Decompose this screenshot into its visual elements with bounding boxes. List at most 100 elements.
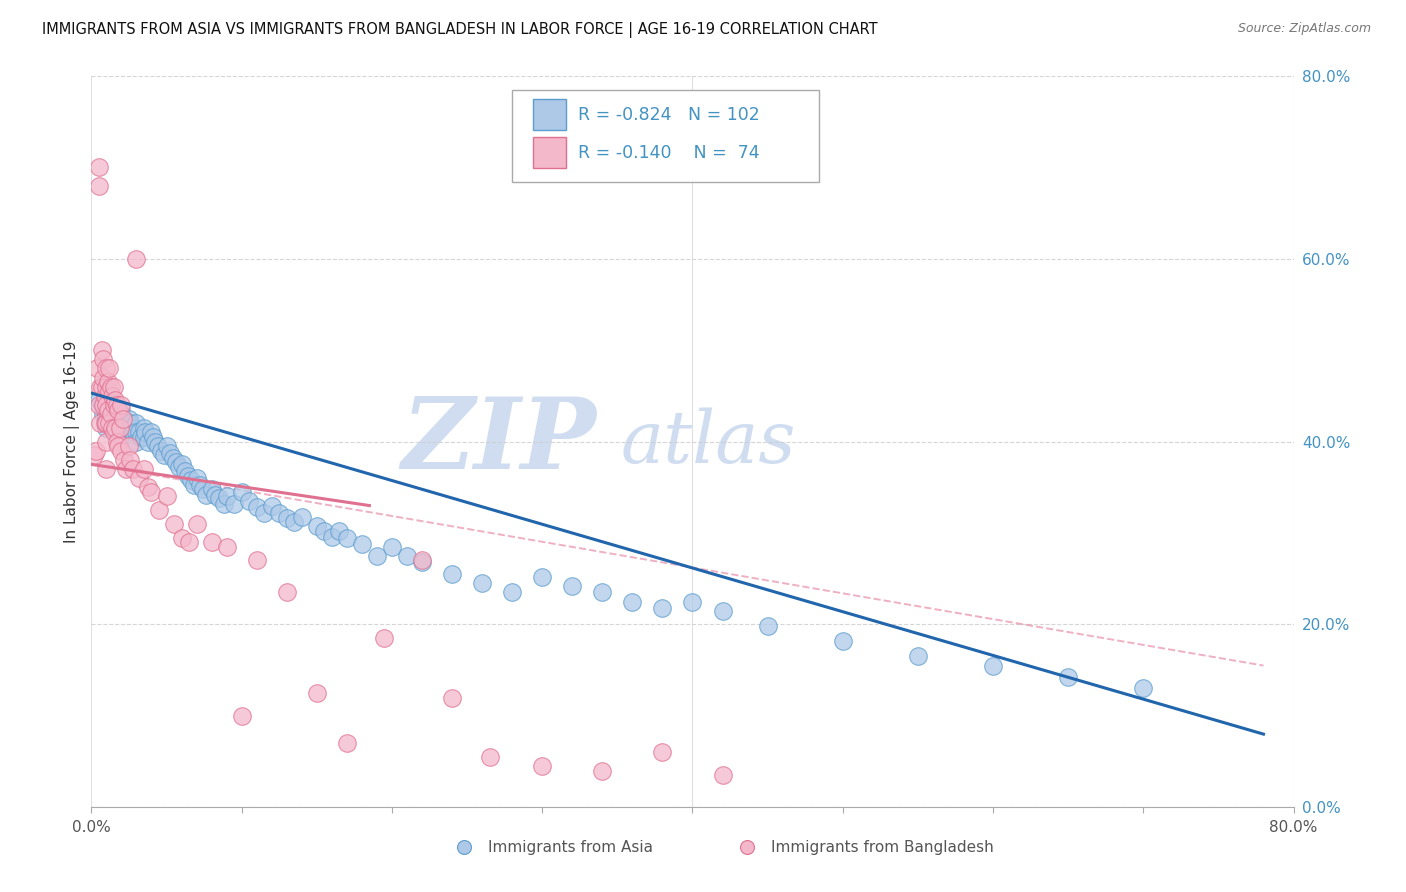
Point <box>97 402 120 417</box>
Point <box>98 384 121 399</box>
Point <box>103 398 125 412</box>
Point <box>96 462 118 476</box>
Point <box>591 585 613 599</box>
Point <box>180 473 202 487</box>
Point <box>373 631 395 645</box>
Point <box>283 515 305 529</box>
Point <box>103 425 125 440</box>
Text: atlas: atlas <box>620 408 796 478</box>
Point <box>138 480 160 494</box>
Point <box>177 535 200 549</box>
Point <box>238 494 260 508</box>
Point <box>336 736 359 750</box>
Point <box>621 594 644 608</box>
Point <box>108 421 131 435</box>
Point <box>93 352 115 367</box>
Point <box>231 708 253 723</box>
Point <box>186 516 208 531</box>
Point <box>381 540 404 554</box>
Point <box>115 421 138 435</box>
Point <box>167 460 190 475</box>
Point <box>94 402 117 417</box>
Point <box>86 361 108 376</box>
Point <box>591 764 613 778</box>
Point <box>1132 681 1154 696</box>
Point <box>183 478 205 492</box>
Point <box>100 407 122 421</box>
Point <box>162 450 184 465</box>
Point <box>155 489 177 503</box>
Point <box>114 453 136 467</box>
Point <box>103 380 125 394</box>
FancyBboxPatch shape <box>512 90 818 182</box>
Point <box>132 430 155 444</box>
Point <box>350 537 373 551</box>
Point <box>115 462 138 476</box>
Point <box>110 407 132 421</box>
Point <box>170 531 193 545</box>
Point <box>756 619 779 633</box>
Point <box>90 343 112 358</box>
Point <box>128 471 150 485</box>
Text: R = -0.824   N = 102: R = -0.824 N = 102 <box>578 105 761 124</box>
Point <box>96 416 118 431</box>
Point <box>98 361 121 376</box>
Point <box>132 462 155 476</box>
Point <box>146 439 169 453</box>
Point <box>107 402 129 417</box>
Point <box>276 511 298 525</box>
Point <box>170 458 193 472</box>
Bar <box>533 137 567 168</box>
Text: IMMIGRANTS FROM ASIA VS IMMIGRANTS FROM BANGLADESH IN LABOR FORCE | AGE 16-19 CO: IMMIGRANTS FROM ASIA VS IMMIGRANTS FROM … <box>42 22 877 38</box>
Point <box>336 531 359 545</box>
Point <box>141 425 163 440</box>
Point <box>125 425 148 440</box>
Point <box>208 491 231 506</box>
Point <box>87 398 110 412</box>
Point <box>471 576 494 591</box>
Point <box>191 482 214 496</box>
Point <box>87 161 110 175</box>
Point <box>83 448 105 462</box>
Point <box>98 398 121 412</box>
Point <box>118 411 141 425</box>
Point <box>96 398 118 412</box>
Point <box>89 380 111 394</box>
Point <box>94 416 117 431</box>
Point <box>125 416 148 431</box>
Point <box>531 759 554 773</box>
Point <box>215 489 238 503</box>
Point <box>163 516 186 531</box>
Text: R = -0.140    N =  74: R = -0.140 N = 74 <box>578 144 759 161</box>
Point <box>89 416 111 431</box>
Y-axis label: In Labor Force | Age 16-19: In Labor Force | Age 16-19 <box>65 340 80 543</box>
Point <box>98 402 121 417</box>
Point <box>440 567 463 582</box>
Point <box>103 411 125 425</box>
Point <box>224 497 246 511</box>
Point <box>231 484 253 499</box>
Point <box>104 393 127 408</box>
Point <box>105 434 128 449</box>
Point <box>291 509 314 524</box>
Point <box>681 594 703 608</box>
Point <box>90 380 112 394</box>
Point <box>104 421 127 435</box>
Point <box>96 380 118 394</box>
Point <box>122 425 145 440</box>
Text: Source: ZipAtlas.com: Source: ZipAtlas.com <box>1237 22 1371 36</box>
Point <box>898 850 921 864</box>
Point <box>907 649 929 664</box>
Point <box>546 850 568 864</box>
Point <box>96 421 118 435</box>
Point <box>104 407 127 421</box>
Point <box>96 407 118 421</box>
Point <box>121 421 143 435</box>
Point <box>194 487 217 501</box>
Point <box>148 503 170 517</box>
Point <box>159 445 181 459</box>
Point <box>111 411 134 425</box>
Point <box>201 482 224 496</box>
Point <box>96 411 118 425</box>
Point <box>186 471 208 485</box>
